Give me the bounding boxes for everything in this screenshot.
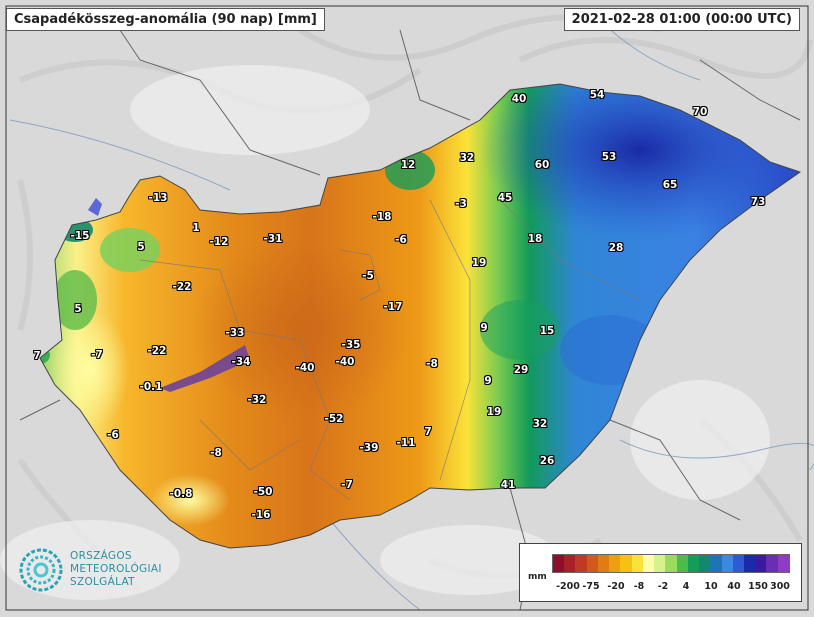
value-label: -50 — [253, 486, 273, 498]
legend-tick-label: -75 — [582, 581, 600, 592]
value-label: -6 — [107, 429, 119, 441]
legend-swatch — [766, 555, 778, 572]
legend-swatch — [699, 555, 711, 572]
value-label: 41 — [500, 479, 516, 491]
value-label: -5 — [362, 270, 374, 282]
value-label: -8 — [210, 447, 222, 459]
legend-swatch — [654, 555, 666, 572]
spiral-logo-icon — [19, 548, 63, 592]
legend-swatch — [564, 555, 576, 572]
legend-unit: mm — [528, 572, 547, 582]
value-label: -34 — [231, 356, 251, 368]
value-label: -33 — [225, 327, 245, 339]
value-label: 29 — [513, 364, 529, 376]
value-label: -0.1 — [139, 381, 163, 393]
map-title: Csapadékösszeg-anomália (90 nap) [mm] — [6, 8, 325, 31]
legend-tick-label: -8 — [633, 581, 645, 592]
value-label: -35 — [341, 339, 361, 351]
value-label: 70 — [692, 106, 708, 118]
value-label: 19 — [471, 257, 487, 269]
legend-swatch — [732, 555, 744, 572]
logo-line: METEOROLÓGIAI — [70, 563, 162, 575]
value-label: -0.8 — [169, 488, 193, 500]
value-label: -13 — [148, 192, 168, 204]
value-label: -15 — [70, 230, 90, 242]
value-label: -6 — [395, 234, 407, 246]
color-legend: mm -200 -75 -20 -8 -2 4 10 40 150 300 — [519, 543, 802, 602]
legend-color-bar — [552, 554, 790, 573]
legend-swatch — [553, 555, 565, 572]
value-label: -18 — [372, 211, 392, 223]
legend-tick-label: 150 — [748, 581, 768, 592]
value-label: 7 — [424, 426, 432, 438]
value-label: 53 — [601, 151, 617, 163]
legend-tick-label: -20 — [607, 581, 625, 592]
value-label: -40 — [295, 362, 315, 374]
value-label: 54 — [589, 89, 605, 101]
logo-text: ORSZÁGOS METEOROLÓGIAI SZOLGÁLAT — [70, 550, 162, 589]
value-label: 65 — [662, 179, 678, 191]
legend-tick-label: -2 — [657, 581, 669, 592]
value-label: 26 — [539, 455, 555, 467]
value-label: -3 — [455, 198, 467, 210]
legend-swatch — [642, 555, 655, 572]
value-label: 5 — [74, 303, 82, 315]
legend-swatch — [721, 555, 733, 572]
value-label: 45 — [497, 192, 513, 204]
legend-tick-label: 10 — [704, 581, 718, 592]
map-datetime: 2021-02-28 01:00 (00:00 UTC) — [563, 8, 800, 31]
legend-swatch — [609, 555, 621, 572]
legend-tick-label: 4 — [682, 581, 690, 592]
legend-tick-label: -200 — [556, 581, 580, 592]
value-label: 15 — [539, 325, 555, 337]
legend-tick-label: 300 — [770, 581, 790, 592]
value-label: -7 — [91, 349, 103, 361]
value-label: 7 — [33, 350, 41, 362]
value-label: -11 — [396, 437, 416, 449]
value-label: -22 — [172, 281, 192, 293]
value-label: 1 — [192, 222, 200, 234]
value-label: 9 — [480, 322, 488, 334]
legend-swatch — [631, 555, 643, 572]
legend-swatch — [755, 555, 767, 572]
value-label: 12 — [400, 159, 416, 171]
value-label: 73 — [750, 196, 766, 208]
value-label: -22 — [147, 345, 167, 357]
value-label: -17 — [383, 301, 403, 313]
legend-swatch — [710, 555, 722, 572]
value-label: 32 — [532, 418, 548, 430]
value-label: 19 — [486, 406, 502, 418]
value-label: 9 — [484, 375, 492, 387]
legend-swatch — [597, 555, 610, 572]
value-label: 40 — [511, 93, 527, 105]
legend-swatch — [777, 555, 789, 572]
value-label: 60 — [534, 159, 550, 171]
value-label: -7 — [341, 479, 353, 491]
legend-swatch — [575, 555, 587, 572]
legend-tick-label: 40 — [727, 581, 741, 592]
legend-swatch — [743, 555, 756, 572]
legend-swatch — [665, 555, 677, 572]
value-label: 18 — [527, 233, 543, 245]
omsz-logo: ORSZÁGOS METEOROLÓGIAI SZOLGÁLAT — [18, 544, 178, 600]
logo-line: ORSZÁGOS — [70, 550, 132, 562]
value-label: -32 — [247, 394, 267, 406]
logo-line: SZOLGÁLAT — [70, 576, 135, 588]
value-label: 28 — [608, 242, 624, 254]
value-label: -16 — [251, 509, 271, 521]
value-label: -39 — [359, 442, 379, 454]
value-label: -8 — [426, 358, 438, 370]
legend-swatch — [687, 555, 700, 572]
value-label: 32 — [459, 152, 475, 164]
value-label: -52 — [324, 413, 344, 425]
value-label: -40 — [335, 356, 355, 368]
legend-swatch — [676, 555, 688, 572]
value-label: 5 — [137, 241, 145, 253]
legend-swatch — [586, 555, 598, 572]
value-label: -12 — [209, 236, 229, 248]
legend-swatch — [620, 555, 632, 572]
value-label: -31 — [263, 233, 283, 245]
